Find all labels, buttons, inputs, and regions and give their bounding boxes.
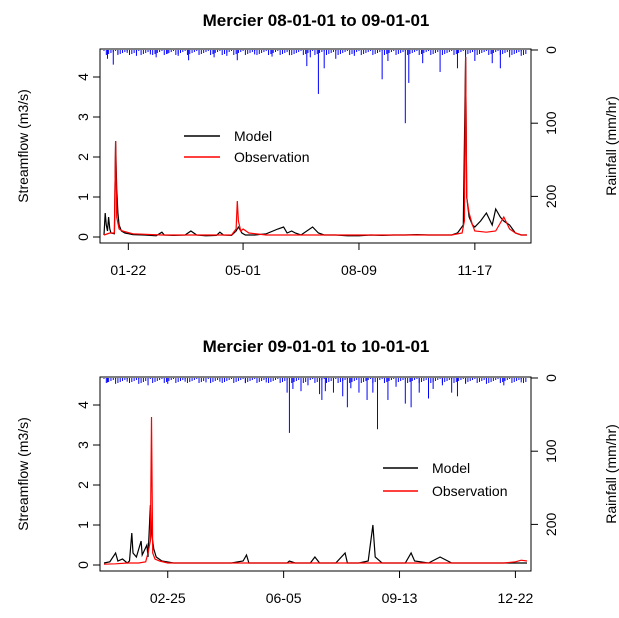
legend-label-observation-2: Observation bbox=[432, 483, 507, 499]
y-tick-label: 3 bbox=[75, 441, 91, 449]
chart-panel-1: Mercier 08-01-01 to 09-01-01 0 1 2 3 4 0 100 2… bbox=[15, 11, 619, 278]
x-tick-label: 05-01 bbox=[225, 262, 261, 278]
chart-title-2: Mercier 09-01-01 to 10-01-01 bbox=[203, 337, 430, 356]
y-right-tick-label: 100 bbox=[543, 439, 559, 463]
x-axis-2: 02-25 06-05 09-13 12-22 bbox=[150, 571, 534, 606]
y-tick-label: 2 bbox=[75, 481, 91, 489]
y-axis-right-1: 0 100 200 bbox=[531, 46, 559, 208]
plot-box-1 bbox=[99, 48, 532, 244]
y-right-tick-label: 200 bbox=[543, 185, 559, 209]
x-tick-label: 09-13 bbox=[382, 590, 418, 606]
y-tick-label: 4 bbox=[75, 401, 91, 409]
x-axis-1: 01-22 05-01 08-09 11-17 bbox=[110, 243, 492, 278]
observation-line bbox=[103, 416, 528, 565]
legend-label-observation-1: Observation bbox=[234, 149, 309, 165]
y-right-tick-label: 200 bbox=[543, 513, 559, 537]
rainfall-series-2 bbox=[103, 378, 527, 433]
y-axis-right-label-1: Rainfall (mm/hr) bbox=[603, 96, 619, 196]
x-tick-label: 06-05 bbox=[266, 590, 302, 606]
y-axis-left-2: 0 1 2 3 4 bbox=[75, 401, 100, 569]
y-tick-label: 1 bbox=[75, 193, 91, 201]
y-axis-label-2: Streamflow (m3/s) bbox=[15, 417, 31, 531]
legend-label-model-1: Model bbox=[234, 128, 272, 144]
x-tick-label: 11-17 bbox=[457, 262, 492, 278]
x-tick-label: 08-09 bbox=[341, 262, 377, 278]
chart-panel-2: Mercier 09-01-01 to 10-01-01 0 1 2 3 4 0 100 2… bbox=[15, 337, 619, 606]
x-tick-label: 02-25 bbox=[150, 590, 186, 606]
y-tick-label: 3 bbox=[75, 113, 91, 121]
plot-box-2 bbox=[99, 376, 532, 572]
y-tick-label: 2 bbox=[75, 153, 91, 161]
observation-series-1 bbox=[103, 56, 527, 236]
y-axis-label-1: Streamflow (m3/s) bbox=[15, 89, 31, 203]
y-axis-right-label-2: Rainfall (mm/hr) bbox=[603, 424, 619, 524]
legend-2: Model Observation bbox=[380, 455, 530, 505]
y-right-tick-label: 0 bbox=[543, 46, 559, 54]
y-tick-label: 4 bbox=[75, 73, 91, 81]
legend-background-2 bbox=[380, 455, 530, 505]
y-tick-label: 0 bbox=[75, 233, 91, 241]
model-series-1 bbox=[103, 56, 527, 237]
y-axis-right-2: 0 100 200 bbox=[531, 374, 559, 536]
observation-line bbox=[103, 56, 527, 236]
model-series-2 bbox=[103, 504, 527, 564]
legend-1: Model Observation bbox=[184, 128, 309, 165]
y-axis-left-1: 0 1 2 3 4 bbox=[75, 73, 100, 241]
legend-label-model-2: Model bbox=[432, 460, 470, 476]
chart-title-1: Mercier 08-01-01 to 09-01-01 bbox=[203, 11, 430, 30]
y-right-tick-label: 100 bbox=[543, 111, 559, 135]
x-tick-label: 12-22 bbox=[498, 590, 534, 606]
rainfall-series-1 bbox=[103, 50, 527, 124]
model-line bbox=[103, 56, 527, 237]
y-tick-label: 0 bbox=[75, 561, 91, 569]
y-right-tick-label: 0 bbox=[543, 374, 559, 382]
model-line bbox=[103, 504, 527, 564]
y-tick-label: 1 bbox=[75, 521, 91, 529]
x-tick-label: 01-22 bbox=[110, 262, 146, 278]
observation-series-2 bbox=[103, 416, 528, 565]
